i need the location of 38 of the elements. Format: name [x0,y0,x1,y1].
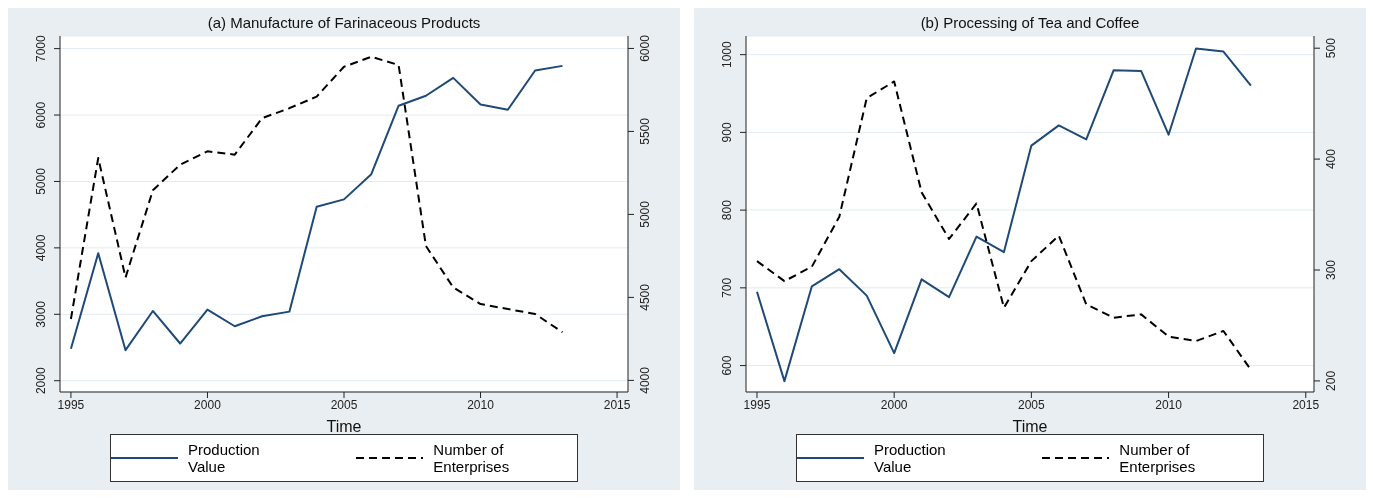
x-tick-label: 2005 [1018,397,1046,412]
x-tick-label: 1995 [743,397,771,412]
chart-title: (b) Processing of Tea and Coffee [919,14,1141,31]
y2-tick-label: 5500 [638,117,653,145]
chart-title: (a) Manufacture of Farinaceous Products [206,14,482,31]
x-tick-label: 1995 [57,397,85,412]
y-tick-label: 1000 [720,40,735,69]
y2-tick-label: 4000 [638,366,653,394]
y-tick-label: 4000 [34,234,49,262]
legend-label: Production Value [188,441,261,475]
x-axis-title: Time [1012,418,1048,435]
x-tick-label: 2015 [1292,397,1320,412]
legend-label: Number of Enterprises [1119,441,1197,475]
legend-label: Production Value [874,441,947,475]
x-tick-label: 2010 [467,397,495,412]
y-tick-label: 600 [720,355,735,376]
y-tick-label: 2000 [34,367,49,395]
x-axis-title: Time [326,418,362,435]
x-tick-label: 2010 [1155,397,1183,412]
y-tick-label: 5000 [34,167,49,195]
y-tick-label: 7000 [34,34,49,62]
y2-tick-label: 500 [1324,37,1339,59]
y-tick-label: 900 [720,122,735,143]
y2-tick-label: 5000 [638,200,653,228]
x-tick-label: 2000 [880,397,908,412]
y2-tick-label: 400 [1324,148,1339,170]
y-tick-label: 700 [720,277,735,298]
x-tick-label: 2015 [603,397,631,412]
x-tick-label: 2000 [194,397,222,412]
y-tick-label: 6000 [34,101,49,129]
x-tick-label: 2005 [330,397,358,412]
y2-tick-label: 300 [1324,259,1339,281]
y-tick-label: 800 [720,199,735,221]
y2-tick-label: 200 [1324,370,1339,391]
y2-tick-label: 4500 [638,283,653,311]
y2-tick-label: 6000 [638,34,653,62]
legend-label: Number of Enterprises [433,441,511,475]
y-tick-label: 3000 [34,300,49,328]
